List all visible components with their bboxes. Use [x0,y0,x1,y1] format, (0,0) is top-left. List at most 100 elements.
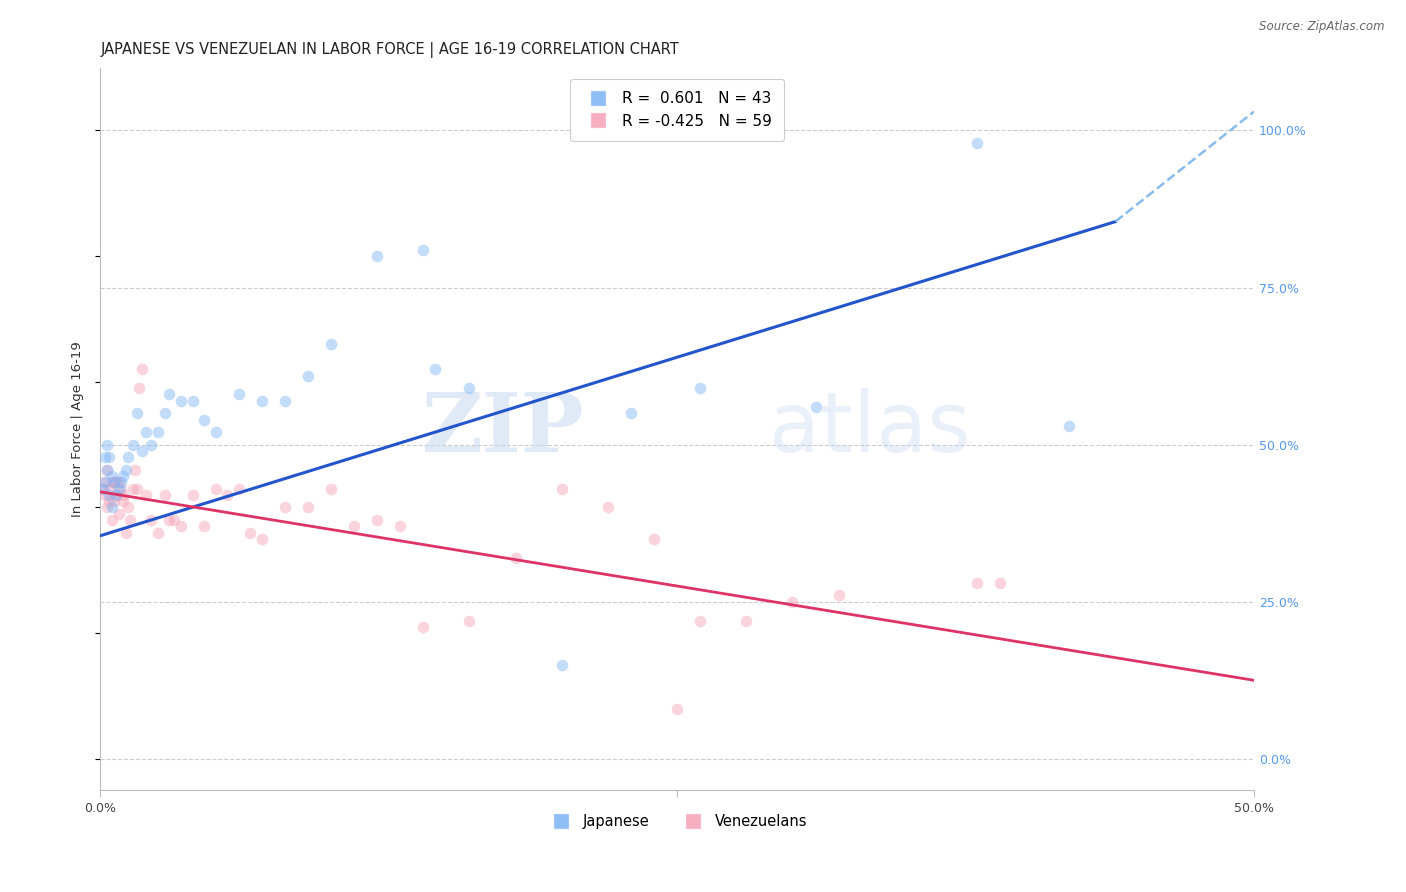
Point [620,406,643,420]
Point [139,437,162,451]
Point [159,387,181,401]
Point [105,488,128,502]
Point [163,513,186,527]
Point [146,425,169,439]
Point [1059,418,1081,433]
Point [105,488,128,502]
Point [117,500,139,515]
Point [120,513,142,527]
Point [505,550,527,565]
Point [159,513,181,527]
Point [343,519,366,533]
Point [117,450,139,465]
Point [96,437,118,451]
Point [103,494,125,508]
Point [114,525,136,540]
Point [96,463,118,477]
Text: ZIP: ZIP [422,389,585,469]
Point [782,595,804,609]
Point [96,463,118,477]
Point [98,450,121,465]
Point [100,469,122,483]
Point [319,482,342,496]
Point [735,614,758,628]
Point [228,482,250,496]
Point [131,444,153,458]
Text: Source: ZipAtlas.com: Source: ZipAtlas.com [1260,20,1385,33]
Point [689,614,711,628]
Point [666,701,689,715]
Text: atlas: atlas [769,388,972,469]
Legend: Japanese, Venezuelans: Japanese, Venezuelans [540,808,814,835]
Point [643,532,665,546]
Point [181,488,204,502]
Point [193,519,215,533]
Point [297,368,319,383]
Point [804,400,827,414]
Point [105,475,128,490]
Point [423,362,446,376]
Point [250,393,273,408]
Point [193,412,215,426]
Point [988,575,1011,590]
Point [135,425,157,439]
Point [689,381,711,395]
Point [297,500,319,515]
Point [100,513,122,527]
Point [100,500,122,515]
Point [146,525,169,540]
Point [110,482,132,496]
Point [412,243,434,257]
Point [110,475,132,490]
Point [121,437,143,451]
Point [458,381,481,395]
Point [181,393,204,408]
Point [239,525,262,540]
Point [107,482,129,496]
Point [127,482,149,496]
Point [319,337,342,351]
Point [458,614,481,628]
Point [91,482,114,496]
Point [98,488,121,502]
Y-axis label: In Labor Force | Age 16-19: In Labor Force | Age 16-19 [72,341,84,516]
Point [250,532,273,546]
Point [204,425,226,439]
Point [124,463,146,477]
Point [91,482,114,496]
Point [204,482,226,496]
Point [366,513,388,527]
Point [550,482,572,496]
Point [94,475,117,490]
Point [217,488,239,502]
Point [827,589,849,603]
Point [103,475,125,490]
Point [98,482,121,496]
Point [274,393,297,408]
Point [966,575,988,590]
Point [107,475,129,490]
Point [127,406,149,420]
Point [94,450,117,465]
Point [112,494,135,508]
Point [153,488,176,502]
Point [389,519,412,533]
Point [228,387,250,401]
Point [100,475,122,490]
Point [153,406,176,420]
Point [94,475,117,490]
Point [107,507,129,521]
Point [96,500,118,515]
Point [121,482,143,496]
Point [128,381,150,395]
Point [412,620,434,634]
Point [596,500,619,515]
Point [135,488,157,502]
Point [139,513,162,527]
Point [366,249,388,263]
Point [550,657,572,672]
Point [170,519,193,533]
Point [274,500,297,515]
Point [112,488,135,502]
Point [131,362,153,376]
